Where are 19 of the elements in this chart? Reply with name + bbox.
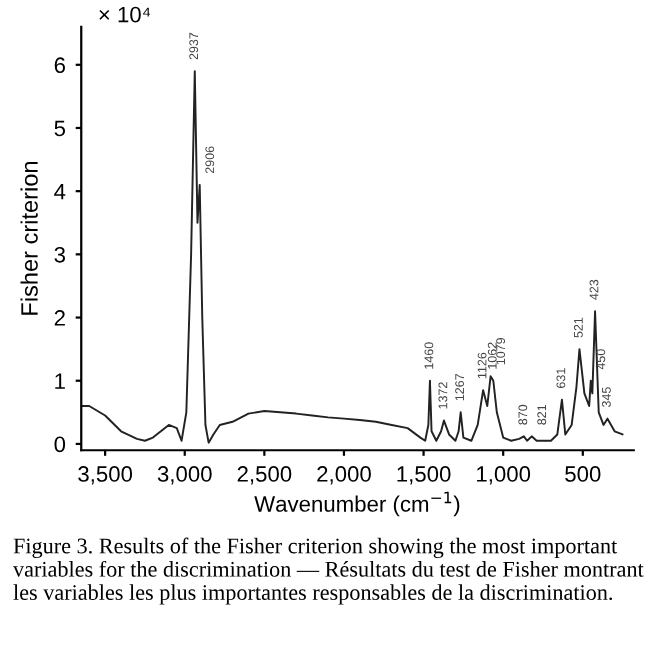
y-tick-label: 5: [54, 120, 66, 137]
y-tick-label: 2: [54, 310, 65, 326]
y-tick-label: 6: [54, 57, 65, 74]
y-tick-label: 4: [54, 183, 66, 200]
text: × 10⁴: [99, 6, 151, 23]
x-tick-label: 2,000: [317, 466, 371, 485]
x-axis-title: Wavenumber (cm$^{−1}$): [254, 491, 460, 517]
x-tick-label: 1,000: [477, 466, 531, 485]
x-tick-label: 3,000: [157, 466, 212, 485]
x-tick-label: 500: [565, 466, 601, 482]
line-series: [81, 70, 624, 444]
y-tick-label: 3: [54, 246, 65, 263]
x-tick-label: 3,500: [78, 466, 133, 485]
y-tick-label: 1: [55, 373, 65, 389]
y-axis-title: Fisher criterion: [20, 162, 38, 315]
caption: Figure 3. Results of the Fisher criterion showing the most important variables for the discrimination — Résultats du test de Fisher montrant les variables les plus importantes responsables de la discrimination.: [13, 537, 644, 605]
x-tick-label: 2,500: [237, 466, 292, 485]
y-tick-label: 0: [54, 436, 66, 453]
x-tick-label: 1,500: [397, 466, 451, 485]
